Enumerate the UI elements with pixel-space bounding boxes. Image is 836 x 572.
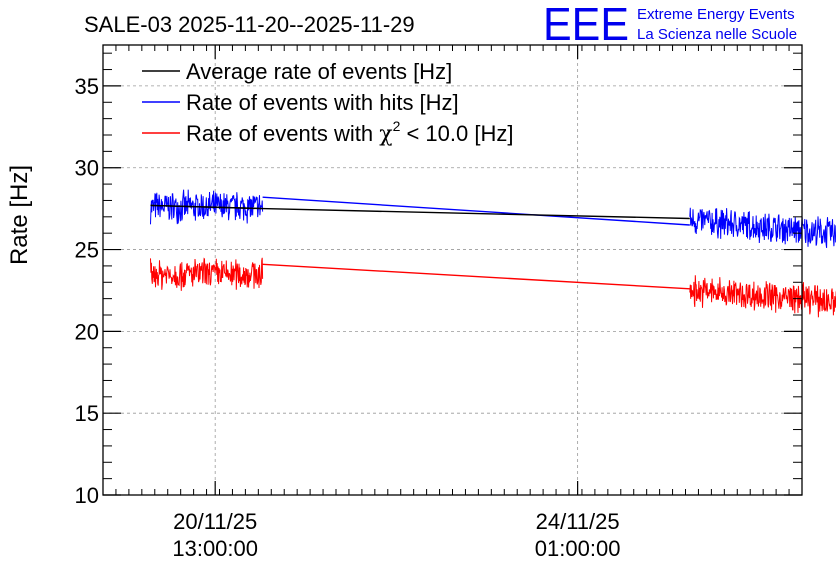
series-000000: [150, 204, 690, 220]
x-axis-ticks: 20/11/2513:00:0024/11/2501:00:0027/11/25…: [115, 45, 790, 561]
y-tick-label: 15: [75, 401, 99, 426]
legend-chi-sup: 2: [393, 118, 401, 134]
series-0000ff: [150, 189, 836, 248]
logo-line-2: La Scienza nelle Scuole: [637, 26, 797, 43]
y-tick-label: 20: [75, 319, 99, 344]
legend-label-hits: Rate of events with hits [Hz]: [186, 90, 459, 115]
series-noisy-segment: [689, 275, 836, 318]
x-tick-date: 24/11/25: [536, 509, 620, 534]
legend-chi-prefix: Rate of events with: [186, 121, 379, 146]
logo-mark: EEE: [543, 0, 629, 50]
series-noisy-segment: [150, 257, 264, 291]
y-axis-ticks: 10 15 20 25 30 35: [75, 52, 802, 508]
series-layer: [150, 189, 836, 318]
y-tick-label: 30: [75, 156, 99, 181]
series-noisy-segment: [150, 189, 264, 225]
legend-chi-symbol: χ: [379, 122, 392, 147]
logo-line-1: Extreme Energy Events: [637, 6, 795, 23]
legend-label-avg: Average rate of events [Hz]: [186, 59, 452, 84]
legend-chi-suffix: < 10.0 [Hz]: [400, 121, 513, 146]
series-segment: [150, 204, 263, 210]
legend-label-chi: Rate of events with χ2 < 10.0 [Hz]: [186, 118, 513, 147]
legend: Average rate of events [Hz] Rate of even…: [142, 59, 513, 147]
y-tick-label: 10: [75, 483, 99, 508]
chart-title: SALE-03 2025-11-20--2025-11-29: [84, 12, 415, 37]
y-tick-label: 25: [75, 238, 99, 263]
series-ff0000: [150, 257, 836, 318]
x-tick-time: 01:00:00: [535, 536, 621, 561]
series-segment: [262, 196, 690, 226]
eee-logo: EEE Extreme Energy Events La Scienza nel…: [543, 0, 797, 50]
y-axis-label: Rate [Hz]: [6, 165, 33, 265]
series-segment: [262, 263, 690, 290]
x-tick-date: 20/11/25: [173, 509, 257, 534]
y-tick-label: 35: [75, 74, 99, 99]
series-noisy-segment: [689, 207, 836, 248]
x-tick-time: 13:00:00: [172, 536, 258, 561]
